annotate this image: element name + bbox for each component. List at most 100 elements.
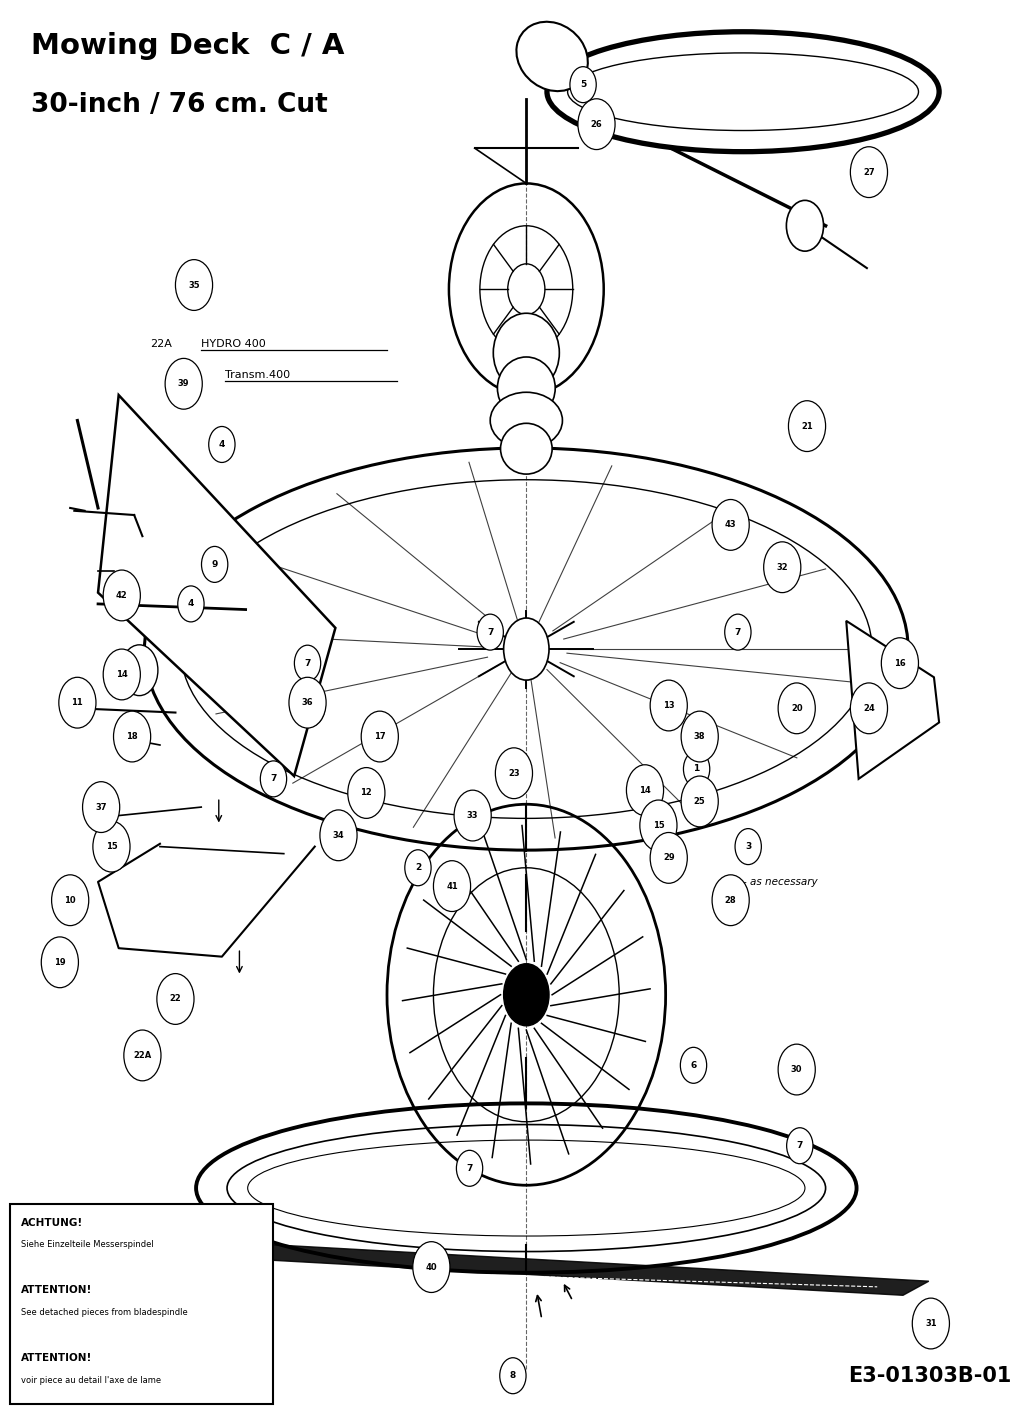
Text: 15: 15 [105,842,118,851]
Text: 35: 35 [188,281,200,289]
Circle shape [881,638,918,689]
Text: 30-inch / 76 cm. Cut: 30-inch / 76 cm. Cut [31,92,328,117]
Text: 37: 37 [95,803,107,811]
Text: 4: 4 [219,440,225,449]
Circle shape [59,677,96,728]
Text: See detached pieces from bladespindle: See detached pieces from bladespindle [21,1308,188,1316]
Circle shape [788,401,826,452]
Circle shape [320,810,357,861]
Circle shape [157,974,194,1024]
Text: - as necessary: - as necessary [743,876,817,888]
Text: 20: 20 [791,704,803,713]
Circle shape [294,645,321,682]
Text: 7: 7 [735,628,741,636]
Text: ACHTUNG!: ACHTUNG! [21,1218,83,1228]
Text: 14: 14 [639,786,651,794]
Circle shape [83,782,120,832]
Text: 32: 32 [776,563,788,571]
Circle shape [294,684,325,727]
Text: E3-01303B-01: E3-01303B-01 [848,1366,1011,1386]
Circle shape [504,964,549,1026]
Text: 27: 27 [863,168,875,176]
Circle shape [650,832,687,883]
Circle shape [413,1242,450,1292]
Circle shape [640,800,677,851]
Text: 7: 7 [797,1141,803,1150]
Text: 22: 22 [184,370,198,380]
Circle shape [454,790,491,841]
Circle shape [175,260,213,310]
Circle shape [289,677,326,728]
Circle shape [178,586,204,622]
Text: 7: 7 [304,659,311,667]
Ellipse shape [493,313,559,392]
Text: ATTENTION!: ATTENTION! [21,1285,92,1295]
Text: HYDRO 400: HYDRO 400 [201,339,266,349]
Circle shape [786,1127,813,1164]
Text: 12: 12 [360,789,373,797]
Circle shape [570,66,596,103]
Circle shape [93,821,130,872]
FancyBboxPatch shape [10,1204,273,1404]
Text: 25: 25 [694,797,706,806]
Text: 36: 36 [301,698,314,707]
Text: 10: 10 [64,896,76,904]
Circle shape [103,570,140,621]
Text: 7: 7 [487,628,493,636]
Text: 39: 39 [178,380,190,388]
Text: 16: 16 [894,659,906,667]
Text: 5: 5 [580,80,586,89]
Text: 43: 43 [724,521,737,529]
Circle shape [114,711,151,762]
Circle shape [680,1047,707,1084]
Circle shape [348,768,385,818]
Text: 22: 22 [169,995,182,1003]
Circle shape [477,614,504,650]
Text: Transm.400: Transm.400 [225,370,290,380]
Circle shape [208,426,235,463]
Circle shape [850,147,888,198]
Text: 22A: 22A [150,339,171,349]
Text: 38: 38 [694,732,706,741]
Text: 26: 26 [590,120,603,128]
Circle shape [764,542,801,593]
Text: 22A: 22A [133,1051,152,1060]
Text: 30: 30 [791,1065,803,1074]
Ellipse shape [516,21,588,92]
Text: 42: 42 [116,591,128,600]
Polygon shape [243,1245,929,1295]
Text: ATTENTION!: ATTENTION! [21,1353,92,1363]
Polygon shape [98,395,335,776]
Text: 15: 15 [652,821,665,830]
Circle shape [508,264,545,315]
Circle shape [456,1150,483,1187]
Circle shape [405,849,431,886]
Circle shape [712,499,749,550]
Text: 19: 19 [54,958,66,967]
Text: 21: 21 [801,422,813,430]
Polygon shape [846,621,939,779]
Text: 34: 34 [332,831,345,840]
Circle shape [201,546,228,583]
Circle shape [52,875,89,926]
Text: voir piece au detail l'axe de lame: voir piece au detail l'axe de lame [21,1376,161,1384]
Circle shape [650,680,687,731]
Text: Siehe Einzelteile Messerspindel: Siehe Einzelteile Messerspindel [21,1240,154,1249]
Circle shape [124,1030,161,1081]
Circle shape [850,683,888,734]
Text: 4: 4 [188,600,194,608]
Ellipse shape [490,392,562,449]
Circle shape [778,683,815,734]
Circle shape [121,645,158,696]
Ellipse shape [501,423,552,474]
Circle shape [495,748,533,799]
Text: 11: 11 [71,698,84,707]
Ellipse shape [497,357,555,419]
Text: 17: 17 [374,732,386,741]
Circle shape [778,1044,815,1095]
Text: 31: 31 [925,1319,937,1328]
Circle shape [361,711,398,762]
Circle shape [499,1357,526,1394]
Circle shape [165,358,202,409]
Text: 24: 24 [863,704,875,713]
